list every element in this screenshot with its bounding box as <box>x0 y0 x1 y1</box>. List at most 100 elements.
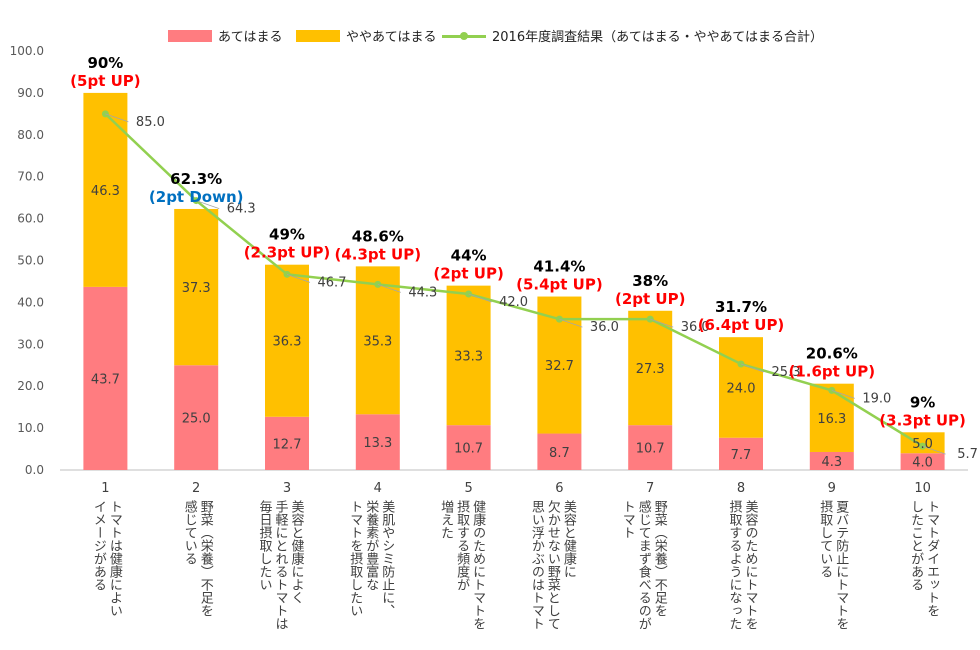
bar-series1 <box>83 286 128 470</box>
x-category-label: 美容と健康に <box>561 500 577 578</box>
line-label-leader <box>922 445 946 455</box>
x-category-label: 摂取している <box>817 499 833 578</box>
bar-label-series1: 10.7 <box>454 442 483 457</box>
legend-swatch-series3 <box>442 30 486 42</box>
bar-series1 <box>355 414 400 470</box>
bar-series2 <box>446 285 491 426</box>
y-tick-label: 50.0 <box>17 254 44 268</box>
bar-series2 <box>355 266 400 415</box>
y-tick-label: 40.0 <box>17 295 44 309</box>
bar-label-series1: 10.7 <box>636 442 665 457</box>
bar-series1 <box>809 451 854 470</box>
line-data-label: 5.7 <box>957 447 978 462</box>
bar-label-series2: 24.0 <box>727 381 756 396</box>
x-category-label: 美肌やシミ防止に、 <box>379 500 395 617</box>
x-category-number: 10 <box>914 481 931 496</box>
change-label: (6.4pt UP) <box>698 316 785 334</box>
line-label-leader <box>196 200 220 209</box>
bar-label-series1: 4.3 <box>821 455 842 470</box>
line-data-label: 42.0 <box>499 295 528 310</box>
line-data-label: 46.7 <box>318 275 347 290</box>
bar-series2 <box>265 264 309 417</box>
bar-label-series2: 37.3 <box>182 281 211 296</box>
x-category-label: 摂取する頻度が <box>454 499 470 591</box>
x-category-label: 野菜（栄養）不足を <box>198 500 214 617</box>
legend-label-series1: あてはまる <box>218 30 283 45</box>
x-category-label: 美容のためにトマトを <box>743 500 759 630</box>
x-category-label: 手軽にとれるトマトは <box>273 500 289 630</box>
line-data-label: 36.0 <box>681 320 710 335</box>
bar-label-series2: 5.0 <box>912 437 933 452</box>
total-label: 49% <box>269 226 305 244</box>
x-category-label: 毎日摂取したい <box>257 499 273 591</box>
bar-label-series1: 8.7 <box>549 446 570 461</box>
line-label-leader <box>286 273 311 283</box>
bar-series1 <box>265 416 309 470</box>
line-data-label: 64.3 <box>227 202 256 217</box>
bar-series1 <box>446 425 491 470</box>
bar-label-series1: 4.0 <box>912 456 933 471</box>
x-category-label: 感じてまず食べるのが <box>636 499 652 630</box>
total-label: 41.4% <box>533 258 585 276</box>
line-label-leader <box>468 293 492 303</box>
x-category-label: 野菜（栄養）不足を <box>652 500 668 617</box>
change-label: (2.3pt UP) <box>244 244 331 262</box>
legend-label-series2: ややあてはまる <box>346 30 437 45</box>
total-label: 44% <box>451 247 487 265</box>
y-tick-label: 70.0 <box>17 170 44 184</box>
x-category-label: 感じている <box>182 499 198 565</box>
x-category-number: 7 <box>646 481 654 496</box>
x-category-label: トマトは健康によい <box>107 500 123 617</box>
bar-label-series1: 25.0 <box>182 412 211 427</box>
line-data-label: 25.3 <box>772 365 801 380</box>
bar-label-series2: 35.3 <box>363 334 392 349</box>
line-label-leader <box>559 318 583 328</box>
total-label: 31.7% <box>715 298 767 316</box>
legend-item-series1: あてはまる <box>168 26 282 45</box>
change-label: (1.6pt UP) <box>789 363 876 381</box>
bar-label-series1: 7.7 <box>731 448 752 463</box>
x-category-number: 2 <box>192 481 200 496</box>
line-label-leader <box>740 363 765 373</box>
total-label: 38% <box>632 272 668 290</box>
bar-series2 <box>174 208 219 366</box>
x-category-number: 1 <box>101 481 109 496</box>
x-category-number: 3 <box>283 481 291 496</box>
x-category-label: 摂取するようになった <box>727 499 743 630</box>
x-category-label: 美容と健康によく <box>289 500 305 604</box>
bar-series1 <box>537 433 582 470</box>
y-tick-label: 30.0 <box>17 337 44 351</box>
bar-label-series2: 32.7 <box>545 359 574 374</box>
legend-swatch-series1 <box>168 29 212 42</box>
total-label: 20.6% <box>806 345 858 363</box>
bar-label-series2: 36.3 <box>273 335 302 350</box>
y-tick-label: 60.0 <box>17 212 44 226</box>
x-category-label: イメージがある <box>91 500 107 591</box>
x-category-label: 栄養素が豊富な <box>363 500 379 591</box>
x-category-label: トマトを摂取したい <box>347 500 363 617</box>
y-tick-label: 20.0 <box>17 379 44 393</box>
x-category-number: 6 <box>555 481 563 496</box>
legend-label-series3: 2016年度調査結果（あてはまる・ややあてはまる合計） <box>492 30 824 45</box>
bar-label-series1: 13.3 <box>363 436 392 451</box>
line-label-leader <box>831 390 855 399</box>
total-label: 9% <box>910 393 935 411</box>
change-label: (5.4pt UP) <box>516 276 603 294</box>
y-tick-label: 100.0 <box>10 44 44 58</box>
bar-label-series2: 46.3 <box>91 184 120 199</box>
x-category-label: 増えた <box>438 500 454 539</box>
bar-series2 <box>628 310 673 426</box>
line-data-label: 44.3 <box>408 285 437 300</box>
x-category-number: 9 <box>828 481 836 496</box>
line-label-leader <box>105 113 129 123</box>
x-category-number: 4 <box>374 481 382 496</box>
total-label: 90% <box>87 54 123 72</box>
legend-swatch-series2 <box>296 29 340 42</box>
change-label: (3.3pt UP) <box>879 411 966 429</box>
x-category-label: 夏バテ防止にトマトを <box>833 500 849 630</box>
x-category-label: 欠かせない野菜として <box>545 499 561 630</box>
legend-item-series2: ややあてはまる <box>296 26 436 45</box>
x-category-label: トマト <box>620 500 635 539</box>
